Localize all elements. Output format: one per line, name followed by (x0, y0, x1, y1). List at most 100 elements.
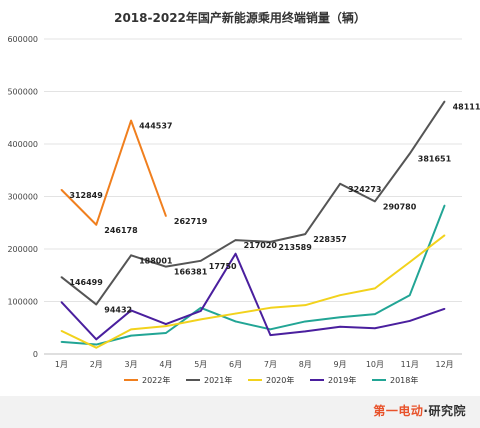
x-tick-label: 9月 (334, 360, 347, 369)
data-point (374, 327, 376, 330)
data-label: 381651 (418, 155, 452, 164)
data-point (443, 204, 446, 207)
data-point (60, 330, 63, 332)
data-point (165, 215, 167, 217)
x-tick-label: 11月 (401, 360, 419, 369)
data-label: 262719 (174, 217, 208, 226)
data-point (165, 265, 167, 268)
data-label: 481117 (453, 102, 480, 111)
chart-title: 2018-2022年国产新能源乘用终端销量（辆） (114, 11, 366, 25)
data-point (130, 334, 132, 337)
footer-bar (0, 396, 480, 428)
data-point (199, 260, 202, 262)
data-point (374, 200, 376, 203)
data-point (130, 309, 132, 312)
data-point (130, 328, 132, 331)
x-tick-label: 4月 (159, 360, 172, 369)
data-point (234, 312, 237, 315)
x-tick-label: 6月 (229, 360, 242, 369)
data-point (60, 276, 63, 278)
x-tick-label: 5月 (194, 360, 207, 369)
data-point (408, 261, 411, 263)
data-point (130, 254, 132, 257)
data-label: 246178 (104, 226, 138, 235)
data-point (374, 287, 376, 290)
data-point (443, 100, 446, 103)
x-tick-label: 8月 (299, 360, 312, 369)
data-label: 444537 (139, 122, 172, 131)
y-tick-label: 500000 (7, 88, 38, 97)
data-labels: 312849 246178 444537 262719 146499 94432 18800… (69, 102, 480, 314)
y-tick-label: 200000 (7, 245, 38, 254)
x-tick-label: 12月 (435, 360, 453, 369)
data-point (304, 304, 307, 306)
data-label: 312849 (69, 191, 103, 200)
legend: 2022年 2021年 2020年 2019年 2018年 (124, 375, 418, 385)
data-label: 228357 (313, 235, 346, 244)
series-line-2019年 (60, 252, 445, 341)
data-point (130, 119, 132, 122)
data-point (165, 325, 167, 327)
legend-label: 2020年 (266, 375, 294, 385)
x-tick-label: 1月 (55, 360, 68, 369)
series-line-2022年 (60, 119, 167, 226)
data-point (95, 338, 98, 341)
y-tick-label: 300000 (7, 193, 38, 202)
y-tick-label: 0 (33, 350, 38, 359)
x-tick-label: 3月 (125, 360, 138, 369)
x-tick-label: 2月 (90, 360, 103, 369)
data-point (269, 307, 272, 309)
legend-label: 2018年 (390, 375, 418, 385)
series-line-2018年 (61, 205, 446, 346)
data-point (269, 241, 272, 243)
data-point (234, 239, 237, 241)
brand-prefix: 第一电动 (373, 404, 424, 418)
data-point (60, 301, 63, 303)
y-tick-label: 100000 (7, 298, 38, 307)
data-point (60, 341, 63, 343)
y-axis: 0 100000 200000 300000 400000 500000 600000 (7, 35, 38, 359)
gridlines (44, 38, 462, 355)
data-point (199, 318, 202, 321)
series-line-2021年 (60, 100, 446, 306)
y-tick-label: 400000 (7, 140, 38, 149)
x-axis: 1月 2月 3月 4月 5月 6月 7月 8月 9月 10月 11月 12月 (55, 360, 454, 369)
series-line-2020年 (60, 234, 446, 349)
brand-separator: · (423, 404, 429, 418)
data-label: 17750 (209, 262, 237, 271)
data-point (95, 223, 98, 226)
brand-logo: 第一电动·研究院 (373, 402, 466, 419)
data-point (95, 343, 98, 346)
data-point (234, 252, 237, 255)
data-point (408, 294, 411, 297)
data-point (443, 234, 446, 237)
data-label: 324273 (348, 185, 381, 194)
legend-label: 2022年 (142, 375, 170, 385)
data-point (443, 308, 446, 310)
data-label: 213589 (278, 243, 312, 252)
data-label: 217020 (244, 241, 278, 250)
data-point (269, 328, 272, 331)
series-lines (60, 100, 446, 349)
data-point (199, 307, 202, 309)
data-point (95, 303, 98, 306)
y-tick-label: 600000 (7, 35, 38, 44)
data-point (95, 346, 98, 349)
data-point (165, 332, 167, 334)
data-label: 188001 (139, 256, 173, 265)
x-tick-label: 10月 (366, 360, 384, 369)
data-label: 166381 (174, 268, 208, 277)
data-point (339, 294, 341, 297)
data-point (339, 325, 341, 328)
data-label: 94432 (104, 305, 132, 314)
data-point (199, 310, 202, 312)
legend-label: 2021年 (204, 375, 232, 385)
legend-label: 2019年 (328, 375, 356, 385)
data-point (165, 323, 167, 325)
brand-suffix: 研究院 (428, 404, 466, 418)
data-point (60, 188, 63, 191)
data-point (374, 313, 376, 315)
data-label: 146499 (69, 278, 103, 287)
x-tick-label: 7月 (264, 360, 277, 369)
